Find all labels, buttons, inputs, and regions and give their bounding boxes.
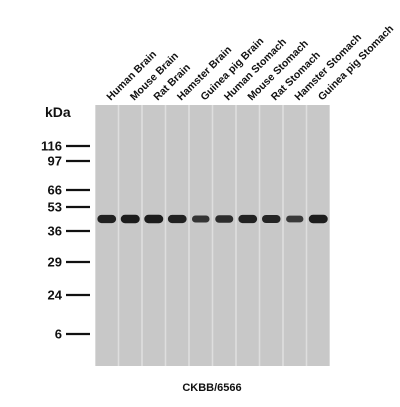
lane-6 xyxy=(213,105,236,366)
band-lane-5 xyxy=(191,215,210,223)
marker-label: 29 xyxy=(48,255,62,270)
antibody-label: CKBB/6566 xyxy=(182,382,241,394)
lane-9 xyxy=(283,105,306,366)
lane-5 xyxy=(189,105,212,366)
lane-3 xyxy=(142,105,165,366)
lane-1 xyxy=(95,105,118,366)
lane-8 xyxy=(260,105,283,366)
band-lane-3 xyxy=(144,214,164,224)
marker-label: 36 xyxy=(48,224,62,239)
band-lane-1 xyxy=(97,214,117,224)
marker-label: 97 xyxy=(48,154,62,169)
band-lane-6 xyxy=(215,215,234,223)
lane-7 xyxy=(236,105,259,366)
marker-label: 116 xyxy=(41,139,62,154)
lane-10 xyxy=(307,105,330,366)
blot-lanes xyxy=(95,105,330,366)
band-lane-8 xyxy=(261,215,281,223)
band-lane-2 xyxy=(120,214,140,224)
band-lane-9 xyxy=(286,215,304,223)
band-lane-7 xyxy=(238,214,258,224)
marker-label: 6 xyxy=(55,327,62,342)
lane-2 xyxy=(119,105,142,366)
unit-label: kDa xyxy=(45,104,71,120)
lane-4 xyxy=(166,105,189,366)
marker-label: 24 xyxy=(48,288,63,303)
marker-label: 66 xyxy=(48,183,62,198)
blot-bands xyxy=(97,214,328,224)
marker-label: 53 xyxy=(48,200,62,215)
band-lane-10 xyxy=(308,214,328,224)
band-lane-4 xyxy=(167,214,187,224)
